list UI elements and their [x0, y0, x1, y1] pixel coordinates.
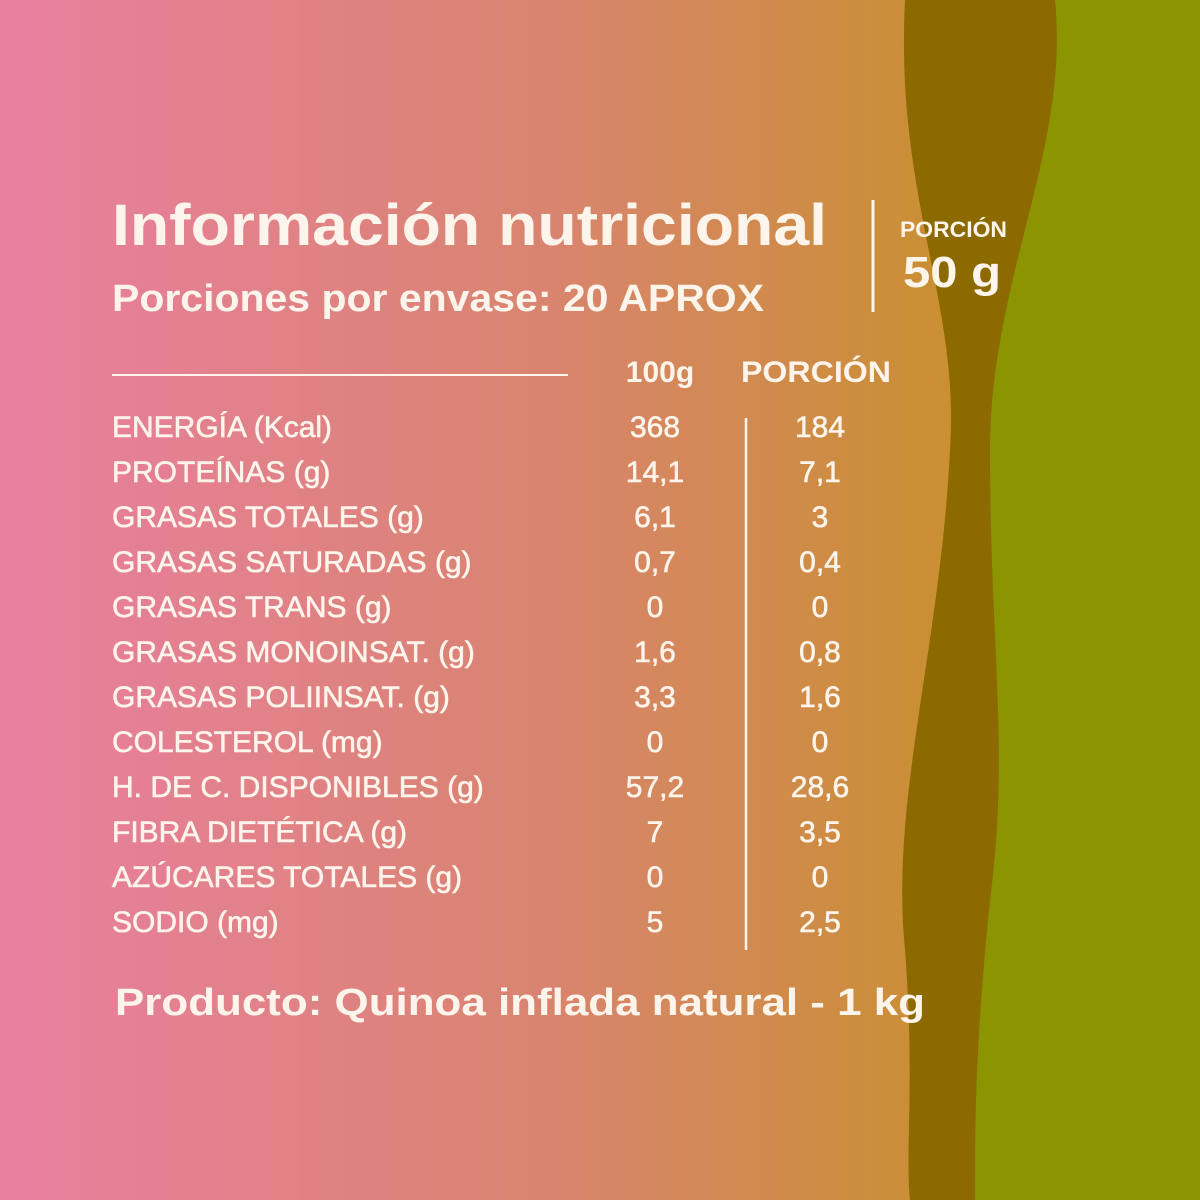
column-header: 100g — [626, 356, 694, 389]
value-100g: 7 — [647, 816, 664, 849]
value-portion: 2,5 — [799, 906, 841, 939]
value-portion: 0,4 — [799, 546, 841, 579]
value-portion: 0 — [812, 591, 829, 624]
value-100g: 0 — [647, 861, 664, 894]
value-100g: 3,3 — [634, 681, 676, 714]
value-100g: 14,1 — [626, 456, 684, 489]
value-portion: 28,6 — [791, 771, 849, 804]
value-100g: 368 — [630, 411, 680, 444]
portion-value: 50 g — [903, 248, 1001, 297]
value-100g: 0 — [647, 591, 664, 624]
value-portion: 3 — [812, 501, 829, 534]
product: Producto: Quinoa inflada natural - 1 kg — [115, 982, 925, 1024]
value-100g: 57,2 — [626, 771, 684, 804]
row-label: GRASAS SATURADAS (g) — [112, 546, 472, 579]
row-label: COLESTEROL (mg) — [112, 726, 383, 759]
row-label: GRASAS TOTALES (g) — [112, 501, 424, 534]
table: ENERGÍA (Kcal) 368 184 PROTEÍNAS (g) 14,1 7,1… — [112, 411, 850, 940]
subtitle: Porciones por envase: 20 APROX — [112, 278, 765, 320]
value-100g: 6,1 — [634, 501, 676, 534]
value-100g: 0 — [647, 726, 664, 759]
value-portion: 184 — [795, 411, 845, 444]
row-label: SODIO (mg) — [112, 906, 279, 939]
row-label: FIBRA DIETÉTICA (g) — [112, 816, 407, 849]
value-portion: 3,5 — [799, 816, 841, 849]
row-label: GRASAS POLIINSAT. (g) — [112, 681, 450, 714]
row-label: ENERGÍA (Kcal) — [112, 411, 332, 444]
title: Información nutricional — [112, 193, 827, 258]
value-portion: 0 — [812, 726, 829, 759]
value-100g: 0,7 — [634, 546, 676, 579]
value-100g: 5 — [647, 906, 664, 939]
value-portion: 1,6 — [799, 681, 841, 714]
portion-label: PORCIÓN — [900, 217, 1007, 242]
row-label: GRASAS MONOINSAT. (g) — [112, 636, 475, 669]
wave-green — [975, 0, 1200, 1200]
row-label: AZÚCARES TOTALES (g) — [112, 861, 462, 894]
value-portion: 0 — [812, 861, 829, 894]
row-label: H. DE C. DISPONIBLES (g) — [112, 771, 484, 804]
value-portion: 7,1 — [799, 456, 841, 489]
value-100g: 1,6 — [634, 636, 676, 669]
row-label: GRASAS TRANS (g) — [112, 591, 392, 624]
value-portion: 0,8 — [799, 636, 841, 669]
column-header: PORCIÓN — [741, 355, 891, 389]
row-label: PROTEÍNAS (g) — [112, 456, 330, 489]
